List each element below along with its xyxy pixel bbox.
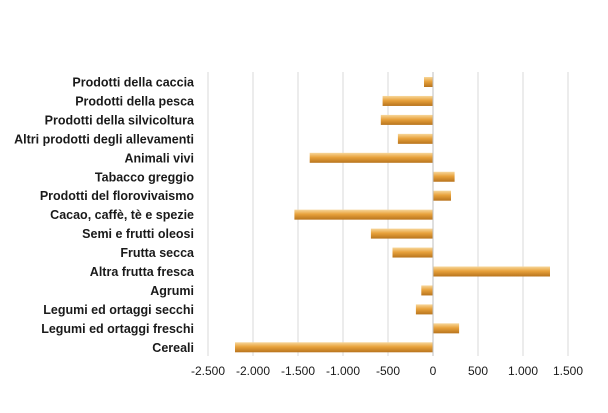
bars xyxy=(235,72,550,356)
bar-10 xyxy=(433,266,550,277)
category-label-6: Prodotti del florovivaismo xyxy=(40,189,195,203)
bar-5 xyxy=(433,171,455,182)
category-label-14: Cereali xyxy=(152,341,194,355)
x-axis-tick-labels: -2.500 -2.000 -1.500 -1.000 -500 0 500 1.000 1.5… xyxy=(191,364,583,378)
bar-1 xyxy=(382,95,433,106)
category-label-7: Cacao, caffè, tè e spezie xyxy=(50,208,194,222)
category-labels: Prodotti della caccia Prodotti della pesc… xyxy=(14,76,195,355)
x-tick-label-7: 1.000 xyxy=(508,364,538,378)
bar-12 xyxy=(415,304,433,315)
category-label-2: Prodotti della silvicoltura xyxy=(45,113,195,127)
bar-11 xyxy=(421,285,433,296)
bar-3 xyxy=(397,133,433,144)
category-label-9: Frutta secca xyxy=(120,246,195,260)
x-tick-label-0: -2.500 xyxy=(191,364,225,378)
bar-13 xyxy=(433,323,460,334)
category-label-8: Semi e frutti oleosi xyxy=(82,227,194,241)
bar-9 xyxy=(392,247,433,258)
x-tick-label-6: 500 xyxy=(468,364,488,378)
x-tick-label-1: -2.000 xyxy=(236,364,270,378)
bar-0 xyxy=(424,77,433,87)
x-tick-label-5: 0 xyxy=(430,364,437,378)
bar-6 xyxy=(433,190,451,201)
category-label-11: Agrumi xyxy=(150,284,194,298)
category-label-1: Prodotti della pesca xyxy=(75,94,195,108)
bar-8 xyxy=(370,228,433,239)
category-label-0: Prodotti della caccia xyxy=(72,76,195,90)
bar-4 xyxy=(309,152,433,163)
category-label-13: Legumi ed ortaggi freschi xyxy=(41,322,194,336)
bar-14 xyxy=(235,342,433,353)
x-tick-label-4: -500 xyxy=(376,364,400,378)
x-tick-label-8: 1.500 xyxy=(553,364,583,378)
x-tick-label-2: -1.500 xyxy=(281,364,315,378)
category-label-3: Altri prodotti degli allevamenti xyxy=(14,132,194,146)
category-label-12: Legumi ed ortaggi secchi xyxy=(43,303,194,317)
category-label-4: Animali vivi xyxy=(125,151,194,165)
bar-2 xyxy=(380,114,433,125)
bar-7 xyxy=(294,209,433,220)
category-label-5: Tabacco greggio xyxy=(95,170,194,184)
category-label-10: Altra frutta fresca xyxy=(90,265,195,279)
x-tick-label-3: -1.000 xyxy=(326,364,360,378)
